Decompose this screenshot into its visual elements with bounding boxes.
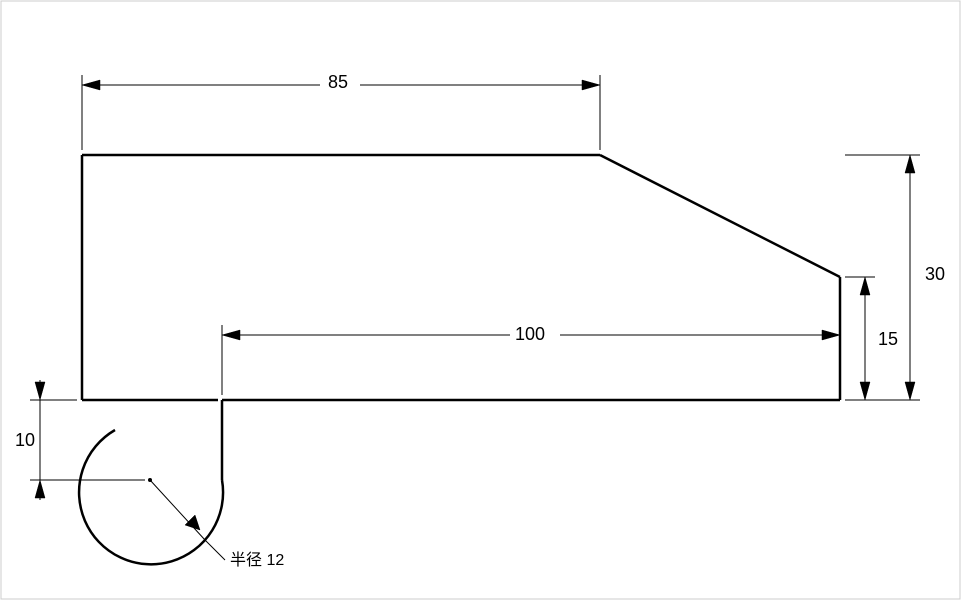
profile-outline <box>79 155 840 564</box>
technical-drawing: 85 100 30 15 <box>0 0 961 600</box>
frame-border <box>1 1 960 599</box>
dim-30-label: 30 <box>925 264 945 284</box>
dim-100-label: 100 <box>515 324 545 344</box>
dimension-100: 100 <box>222 322 840 395</box>
dimension-15: 15 <box>845 277 898 400</box>
dim-15-label: 15 <box>878 329 898 349</box>
dimension-top-85: 85 <box>82 70 600 150</box>
dim-10-label: 10 <box>15 430 35 450</box>
dim-radius-label: 半径 12 <box>230 551 284 569</box>
dim-85-label: 85 <box>328 72 348 92</box>
drawing-svg: 85 100 30 15 <box>0 0 961 600</box>
